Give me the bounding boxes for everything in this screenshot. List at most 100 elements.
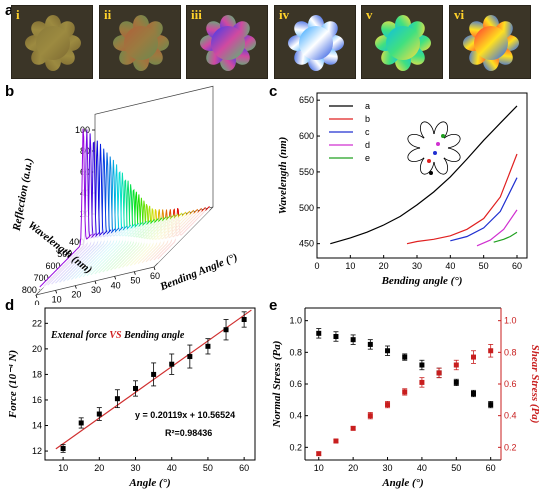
spectrum-fill: [51, 142, 104, 289]
data-point: [316, 451, 322, 457]
sample-photo-vi: vi: [449, 5, 531, 79]
data-point: [133, 385, 139, 391]
plot-frame: [44, 307, 256, 461]
angle-tick-label: 10: [52, 294, 62, 304]
y-right-tick-label: 0.6: [504, 379, 517, 389]
y-tick-label: 600: [299, 131, 314, 141]
y-tick-label: 12: [32, 446, 42, 456]
legend-label-a: a: [365, 101, 370, 111]
data-point: [151, 371, 157, 377]
z-tick-label: 80: [80, 146, 90, 156]
y-tick-label: 18: [32, 369, 42, 379]
flower-center: [386, 26, 420, 60]
x-tick-label: 30: [412, 261, 422, 271]
x-tick-label: 50: [479, 261, 489, 271]
flower-inset: [407, 121, 461, 175]
photo-label: iii: [191, 7, 202, 22]
z-tick-label: 60: [80, 167, 90, 177]
x-tick-label: 20: [379, 261, 389, 271]
data-point: [385, 402, 391, 408]
spectrum-fill: [126, 205, 178, 271]
legend-label-e: e: [365, 153, 370, 163]
x-tick-label: 10: [58, 463, 68, 473]
data-point: [488, 402, 494, 408]
annotation-vs: VS: [109, 330, 122, 341]
angle-tick: [74, 285, 77, 289]
angle-tick-label: 40: [111, 280, 121, 290]
plot-frame: [316, 92, 528, 259]
spectrum-fill: [43, 129, 96, 291]
angle-tick: [35, 294, 38, 299]
sample-photo-iii: iii: [186, 5, 268, 79]
flower-shape: [200, 15, 256, 71]
x-tick-label: 40: [445, 261, 455, 271]
angle-tick: [94, 280, 97, 285]
annotation-part: Extenal force: [50, 330, 109, 341]
data-point: [350, 425, 356, 431]
photo-label: v: [366, 7, 373, 22]
spectrum-fill: [71, 156, 123, 284]
y-tick-label: 0.4: [289, 411, 302, 421]
flower-shape: [463, 15, 519, 71]
data-point: [436, 370, 442, 376]
y-axis-title: Wavelength (nm): [277, 137, 289, 215]
x-tick-label: 40: [417, 463, 427, 473]
angle-tick-label: 0: [34, 299, 39, 305]
wavelength-tick-label: 800: [22, 285, 37, 295]
data-point: [60, 446, 66, 452]
data-point: [78, 420, 84, 426]
series-line-a: [330, 105, 518, 245]
spectrum-line: [39, 128, 92, 288]
wavelength-tick-label: 500: [57, 249, 72, 259]
panel-label-c: c: [269, 83, 278, 100]
data-point: [223, 327, 229, 333]
y-tick-label: 500: [299, 203, 314, 213]
data-point: [488, 348, 494, 354]
data-point: [367, 341, 373, 347]
flower-center: [299, 26, 333, 60]
x-tick-label: 30: [131, 463, 141, 473]
x-tick-label: 20: [348, 463, 358, 473]
flower-center: [124, 26, 158, 60]
y-tick-label: 450: [299, 239, 314, 249]
data-point: [350, 337, 356, 343]
inset-point-b: [427, 159, 431, 163]
y-axis-title: Force (10⁻⁴ N): [7, 350, 19, 419]
y-tick-label: 0.2: [289, 442, 302, 452]
y-axis-title: Normal Stress (Pa): [272, 341, 283, 429]
legend-label-d: d: [365, 140, 370, 150]
data-point: [187, 354, 193, 360]
flower-center: [211, 26, 245, 60]
sample-photo-v: v: [361, 5, 443, 79]
panel-label-d: d: [5, 297, 15, 314]
flower-shape: [375, 15, 431, 71]
photo-label: iv: [279, 7, 290, 22]
flower-shape: [288, 15, 344, 71]
data-point: [316, 330, 322, 336]
y-tick-label: 20: [32, 344, 42, 354]
panel-label-b: b: [5, 83, 15, 100]
wavelength-tick-label: 400: [69, 237, 84, 247]
sample-photo-ii: ii: [99, 5, 181, 79]
panel-label-a: a: [5, 2, 14, 19]
series-line-b: [406, 153, 518, 245]
y-tick-label: 1.0: [289, 316, 302, 326]
data-point: [402, 389, 408, 395]
angle-axis-title: Bending Angle (°): [158, 251, 240, 293]
x-axis-title: Angle (°): [381, 477, 423, 489]
data-point: [402, 354, 408, 360]
flower-shape: [113, 15, 169, 71]
data-point: [205, 343, 211, 349]
x-tick-label: 40: [167, 463, 177, 473]
angle-tick: [55, 290, 58, 294]
data-point: [169, 361, 175, 367]
flower-shape: [25, 15, 81, 71]
data-point: [419, 379, 425, 385]
y-tick-label: 22: [32, 318, 42, 328]
photo-label: i: [16, 7, 20, 22]
data-point: [96, 411, 102, 417]
y-right-tick-label: 1.0: [504, 316, 517, 326]
sample-photo-i: i: [11, 5, 93, 79]
y-right-tick-label: 0.8: [504, 347, 517, 357]
